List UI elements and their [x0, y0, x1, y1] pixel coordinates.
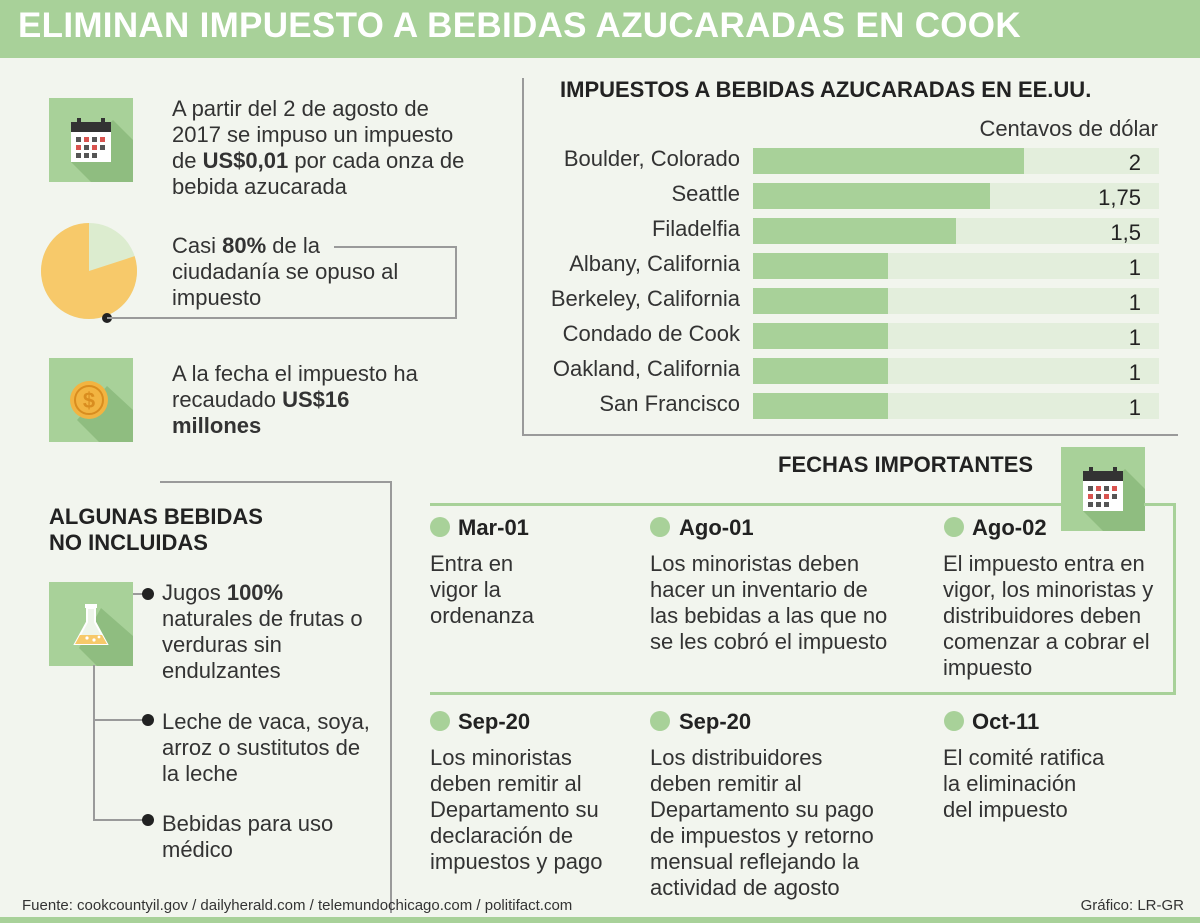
- list-item: Jugos 100% naturales de frutas o verdura…: [162, 580, 363, 683]
- title-bar: [0, 0, 1200, 58]
- footer-credit: Gráfico: LR-GR: [1080, 897, 1184, 914]
- timeline-dot: [944, 711, 964, 731]
- footer-source: Fuente: cookcountyil.gov / dailyherald.c…: [22, 897, 573, 914]
- list-connector: [93, 819, 145, 821]
- bullet-dot: [142, 588, 154, 600]
- event-date: Mar-01: [458, 515, 529, 540]
- timeline-dot: [944, 517, 964, 537]
- bar-track: 1,5: [753, 218, 1159, 245]
- bar-value-label: 1,75: [1098, 185, 1141, 210]
- bar: [753, 253, 889, 279]
- pie-slice-opposed: [41, 223, 137, 319]
- pointer-line: [455, 246, 457, 319]
- bar-label: Seattle: [671, 181, 741, 206]
- bar-track: 1,75: [753, 183, 1159, 210]
- bar-value-label: 1: [1128, 290, 1141, 315]
- event-date: Oct-11: [972, 709, 1040, 734]
- event-date: Ago-01: [679, 515, 754, 540]
- bar-value-label: 1,5: [1110, 220, 1141, 245]
- calendar-icon: [49, 98, 133, 182]
- bar: [753, 323, 889, 349]
- page-title: ELIMINAN IMPUESTO A BEBIDAS AZUCARADAS E…: [18, 6, 1021, 45]
- bar-value-label: 1: [1128, 395, 1141, 420]
- bar-value-label: 2: [1128, 150, 1141, 175]
- event-description: El impuesto entra en vigor, los minorista…: [943, 551, 1154, 680]
- bar-track: 1: [753, 323, 1159, 350]
- list-item: Leche de vaca, soya, arroz o sustitutos …: [162, 709, 370, 786]
- event-description: Los minoristas deben hacer un inventario …: [650, 551, 888, 654]
- bar-track: 1: [753, 393, 1159, 420]
- timeline-line-top: [430, 503, 1062, 506]
- event-description: El comité ratifica la eliminación del impu…: [943, 745, 1105, 822]
- bar-label: Filadelfia: [651, 216, 740, 241]
- timeline-dot: [430, 517, 450, 537]
- list-connector: [133, 593, 145, 595]
- bar-value-label: 1: [1128, 255, 1141, 280]
- bar: [753, 288, 889, 314]
- bar-label: Condado de Cook: [562, 321, 740, 346]
- bar: [753, 358, 889, 384]
- bar-label: Berkeley, California: [550, 286, 740, 311]
- bar: [753, 393, 889, 419]
- event-date: Sep-20: [679, 709, 752, 734]
- flask-icon: [49, 582, 133, 666]
- bar-value-label: 1: [1128, 325, 1141, 350]
- bar-track: 1: [753, 288, 1159, 315]
- bottom-strip: [0, 917, 1200, 923]
- chart-frame-bottom: [522, 434, 1178, 436]
- timeline-calendar-icon: [1061, 447, 1145, 531]
- bar: [753, 183, 990, 209]
- bar-label: San Francisco: [599, 391, 740, 416]
- bar: [753, 218, 956, 244]
- bar-track: 2: [753, 148, 1159, 175]
- bar-label: Oakland, California: [552, 356, 740, 381]
- bar-track: 1: [753, 253, 1159, 280]
- section-frame-top: [160, 481, 392, 483]
- timeline-dot: [430, 711, 450, 731]
- fact-collected-text: A la fecha el impuesto ha recaudado US$1…: [172, 361, 418, 438]
- chart-title: IMPUESTOS A BEBIDAS AZUCARADAS EN EE.UU.: [560, 77, 1092, 102]
- timeline-dot: [650, 517, 670, 537]
- fact-opposition-text: Casi 80% de la ciudadanía se opuso al im…: [172, 233, 399, 310]
- event-description: Entra en vigor la ordenanza: [430, 551, 534, 628]
- event-date: Sep-20: [458, 709, 531, 734]
- opposition-pie-chart: [41, 223, 137, 323]
- timeline-title: FECHAS IMPORTANTES: [778, 452, 1034, 477]
- pointer-line: [107, 317, 457, 319]
- list-connector: [93, 719, 145, 721]
- event-description: Los distribuidores deben remitir al Depart…: [650, 745, 874, 900]
- bar-label: Albany, California: [569, 251, 740, 276]
- list-item: Bebidas para uso médico: [162, 811, 334, 862]
- timeline-dot: [650, 711, 670, 731]
- pointer-line: [334, 246, 457, 248]
- list-connector: [93, 665, 95, 820]
- bar-chart: Boulder, Colorado 2 Seattle 1,75 Filadelfia 1…: [500, 146, 1160, 428]
- svg-text:$: $: [83, 388, 95, 413]
- chart-unit-label: Centavos de dólar: [979, 116, 1158, 141]
- fact-tax-text: A partir del 2 de agosto de 2017 se impu…: [172, 96, 465, 199]
- timeline-line-middle: [430, 692, 1176, 695]
- chart-frame-left: [522, 78, 524, 436]
- section-frame-right: [390, 481, 392, 913]
- bullet-dot: [142, 714, 154, 726]
- timeline-line-top: [1144, 503, 1176, 506]
- bar-value-label: 1: [1128, 360, 1141, 385]
- event-description: Los minoristas deben remitir al Departamen…: [430, 745, 603, 874]
- bar: [753, 148, 1024, 174]
- bar-track: 1: [753, 358, 1159, 385]
- dollar-coin-icon: $: [49, 358, 133, 442]
- bar-label: Boulder, Colorado: [563, 146, 740, 171]
- event-date: Ago-02: [972, 515, 1047, 540]
- bullet-dot: [142, 814, 154, 826]
- not-included-title: ALGUNAS BEBIDAS NO INCLUIDAS: [49, 504, 263, 555]
- timeline-line-right: [1173, 503, 1176, 695]
